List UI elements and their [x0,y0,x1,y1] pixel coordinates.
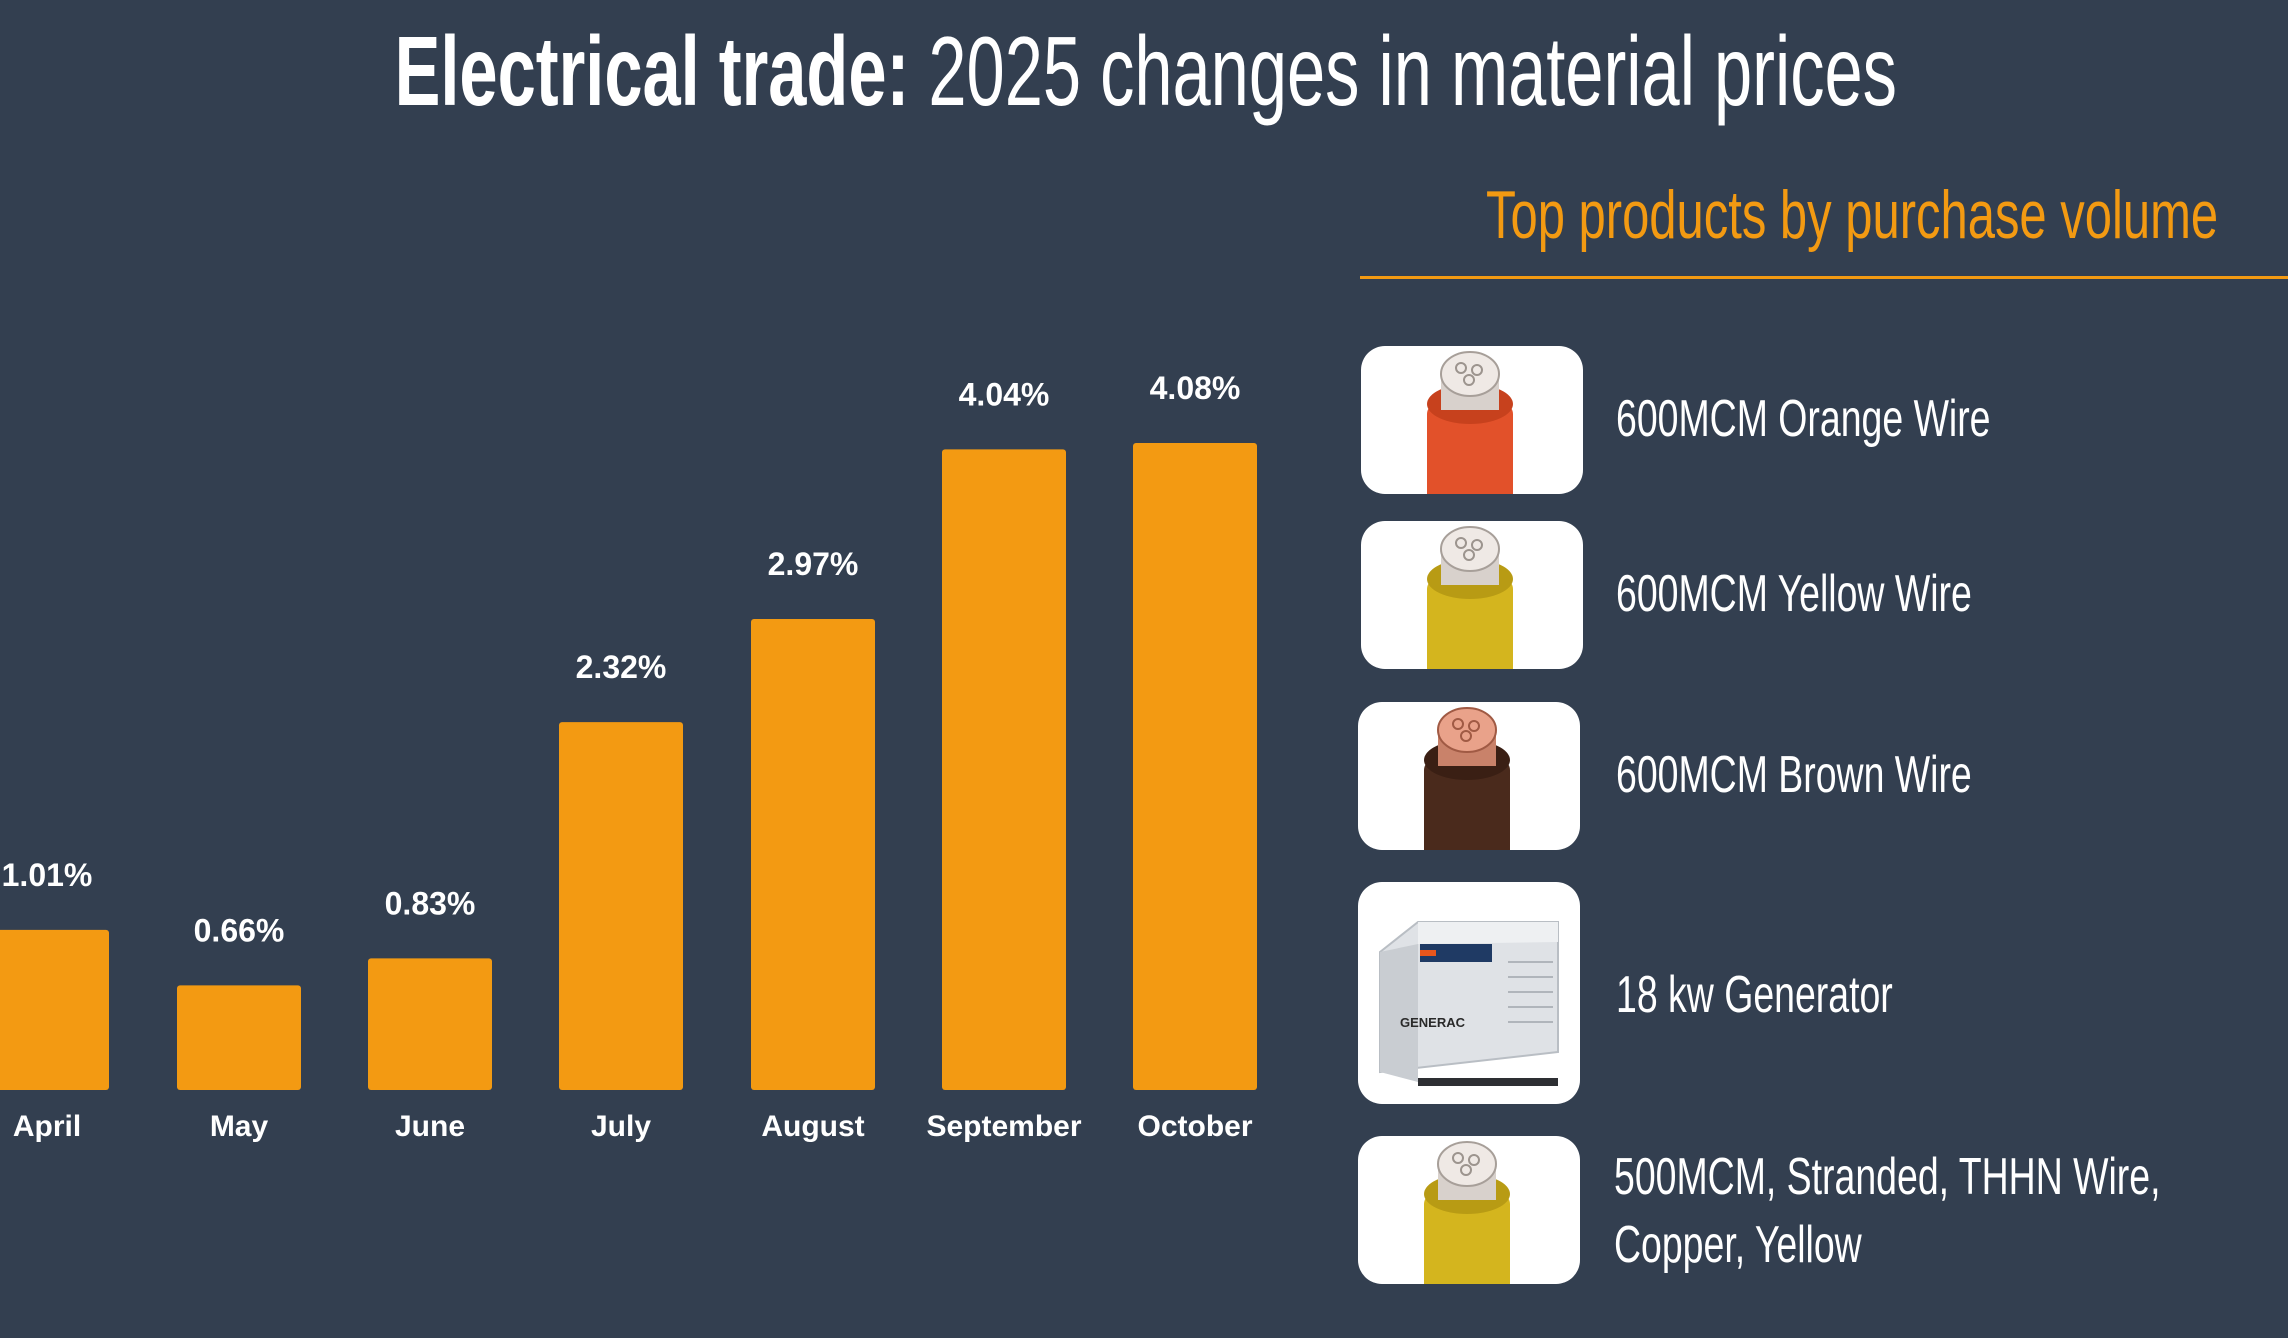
product-name-line1: 500MCM, Stranded, THHN Wire, [1614,1148,2161,1206]
bar-august [751,619,875,1090]
bar-july [559,722,683,1090]
bar-may [177,985,301,1090]
x-tick-label: August [761,1110,864,1143]
generator-brand: GENERAC [1400,1015,1466,1030]
title-bold: Electrical trade: [394,16,910,126]
x-tick-label: October [1137,1110,1252,1143]
bar-april [0,929,109,1090]
x-tick-label: September [926,1110,1081,1143]
data-label: 0.83% [385,885,476,921]
product-name: 18 kw Generator [1616,966,1893,1024]
product-name: 600MCM Orange Wire [1616,390,1991,448]
x-tick-label: July [591,1110,651,1143]
data-label: 2.32% [576,649,667,685]
product-name: 600MCM Brown Wire [1616,746,1972,804]
product-name-line2: Copper, Yellow [1614,1216,1862,1274]
bar-chart: 1.01% April 0.66% May 0.83% June 2.32% July 2.97… [0,370,1257,1143]
x-tick-label: June [395,1110,465,1143]
data-label: 0.66% [194,912,285,948]
product-name: 600MCM Yellow Wire [1616,565,1972,623]
x-tick-label: May [210,1110,269,1143]
generator-icon: GENERAC [1358,882,1580,1104]
brown-wire-icon [1358,702,1580,850]
title-rest: 2025 changes in material prices [928,16,1897,126]
products-divider [1360,276,2288,279]
data-label: 4.04% [959,376,1050,412]
data-label: 1.01% [2,857,93,893]
bar-september [942,449,1066,1090]
page-title: Electrical trade: 2025 changes in materi… [345,6,1947,136]
yellow-wire-icon [1358,1136,1580,1284]
yellow-wire-icon [1361,521,1583,669]
data-label: 4.08% [1150,370,1241,406]
orange-wire-icon [1361,346,1583,494]
products-heading: Top products by purchase volume [1486,177,2219,253]
bar-june [368,958,492,1090]
x-tick-label: April [13,1110,81,1143]
bar-october [1133,443,1257,1090]
data-label: 2.97% [768,546,859,582]
